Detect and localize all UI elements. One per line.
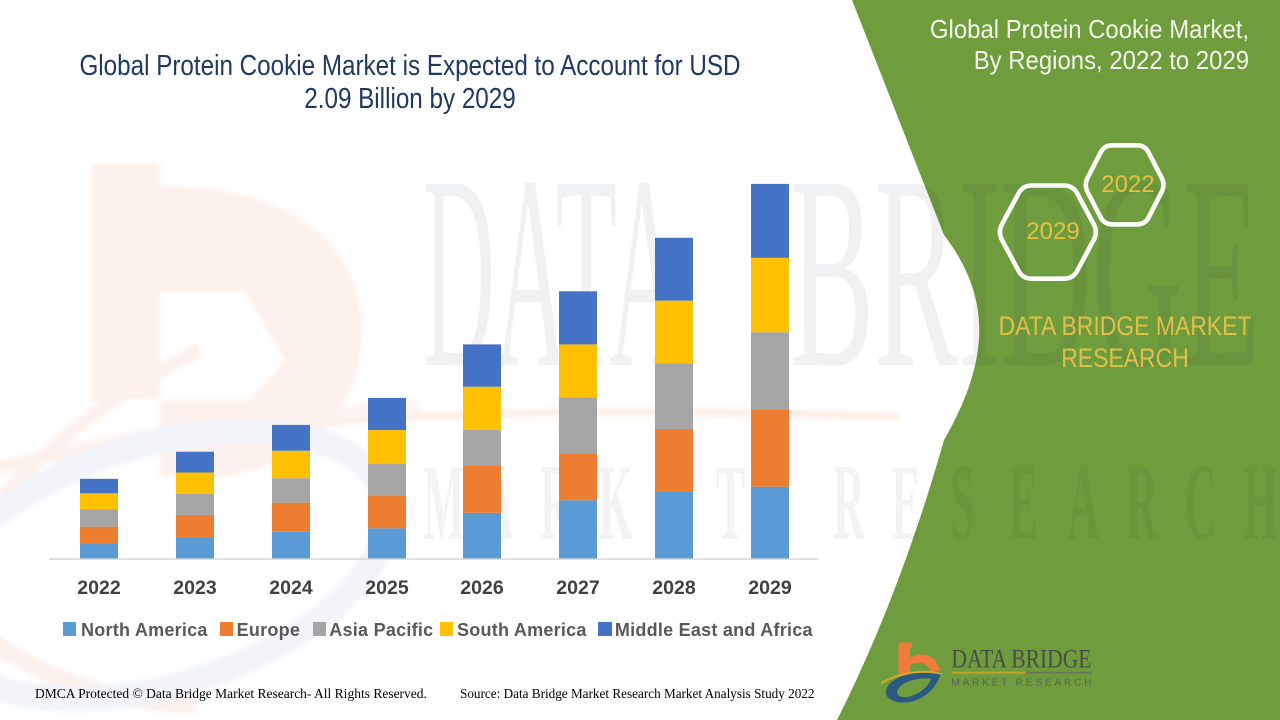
svg-text:DATA: DATA	[423, 118, 681, 425]
svg-text:BRIDGE: BRIDGE	[790, 118, 1260, 425]
svg-text:MARKET RESEARCH: MARKET RESEARCH	[951, 677, 1091, 688]
svg-text:DATA BRIDGE: DATA BRIDGE	[951, 643, 1091, 673]
